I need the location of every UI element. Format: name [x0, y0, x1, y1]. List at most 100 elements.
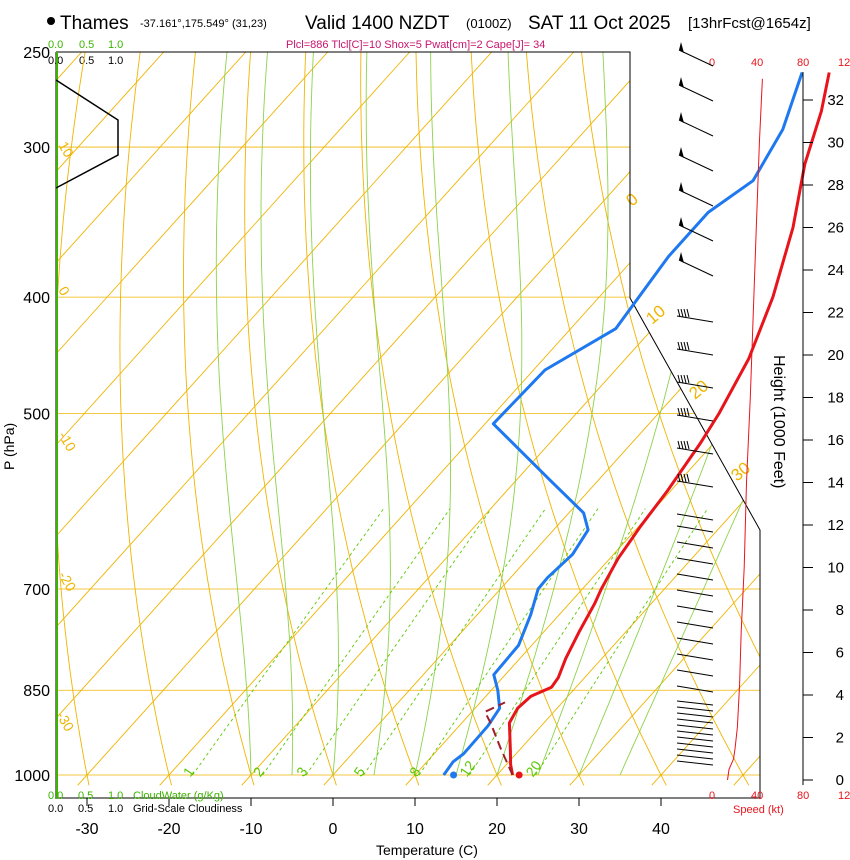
speed-tick: 80	[797, 790, 809, 802]
pressure-tick-label: 250	[23, 45, 50, 62]
wind-barb-flag	[679, 112, 684, 123]
height-axis-label: Height (1000 Feet)	[770, 355, 787, 488]
wind-barb-flag	[679, 42, 684, 53]
height-tick-label: 20	[827, 347, 844, 364]
top-scale-tick: 1.0	[108, 55, 123, 67]
wind-barb-feather	[683, 440, 687, 450]
mixing-ratio-label: 1	[180, 764, 198, 780]
isotherm-label: 0	[622, 189, 641, 210]
height-tick-label: 16	[827, 432, 844, 449]
height-tick-label: 0	[836, 772, 844, 789]
wind-barb	[676, 557, 714, 565]
speed-axis-top: 0 40 80 12	[709, 57, 850, 69]
surface-dewpoint-marker	[450, 771, 458, 779]
wind-barb-feather	[683, 374, 687, 384]
tropopause-curve	[55, 79, 119, 189]
dry-adiabat-line	[360, 52, 502, 786]
sounding-lines	[442, 72, 831, 776]
wind-speed-line	[727, 78, 763, 781]
wind-barb	[676, 348, 714, 356]
height-tick-label: 22	[827, 305, 844, 322]
wind-barb	[678, 119, 714, 137]
wind-barb-feather	[680, 374, 684, 384]
wind-barb-feather	[680, 308, 684, 318]
top-scale-tick: 0.0	[48, 39, 63, 51]
wind-barb	[676, 700, 714, 706]
height-tick-label: 24	[827, 262, 844, 279]
dewpoint-line	[442, 72, 804, 776]
isotherm-label: -10	[55, 429, 79, 455]
temperature-ticks: -30 -20 -10 0 10 20 30 40	[75, 798, 670, 838]
bottom-scale-tick: 1.0	[108, 790, 123, 802]
height-tick-label: 32	[827, 92, 844, 109]
wind-barb	[676, 724, 714, 730]
isotherm-line	[56, 52, 575, 786]
mixing-ratio-line	[192, 508, 385, 776]
isotherm-line	[569, 52, 760, 786]
isotherm-label: 10	[642, 301, 669, 328]
pressure-ticks: 250 300 400 500 700 850 1000	[14, 45, 50, 785]
dry-adiabat-line	[581, 52, 760, 786]
wind-barb	[678, 84, 714, 102]
temperature-tick-label: 20	[488, 821, 506, 838]
wind-barb-feather	[677, 440, 681, 450]
wind-barb	[676, 712, 714, 718]
dry-adiabat-line	[802, 52, 850, 785]
height-tick-label: 6	[836, 645, 844, 662]
dry-adiabat-line	[244, 52, 337, 786]
wind-barb-feather	[686, 308, 690, 318]
wind-barb-feather	[677, 308, 681, 318]
wind-barb	[676, 541, 714, 549]
height-tick-label: 4	[836, 687, 844, 704]
pressure-tick-label: 700	[23, 582, 50, 599]
dry-adiabat-line	[119, 52, 172, 786]
speed-axis-bottom: 0 40 80 12 Speed (kt)	[709, 790, 850, 816]
height-tick-label: 10	[827, 560, 844, 577]
temperature-tick-label: 40	[652, 821, 670, 838]
speed-axis-label: Speed (kt)	[733, 804, 784, 816]
isotherm-label: 10	[55, 139, 77, 161]
stability-indices: Plcl=886 Tlcl[C]=10 Shox=5 Pwat[cm]=2 Ca…	[286, 39, 545, 51]
temperature-tick-label: -20	[157, 821, 180, 838]
height-tick-label: 8	[836, 602, 844, 619]
mixing-ratio-label: 3	[293, 764, 311, 780]
wind-barb-feather	[686, 407, 690, 417]
isotherm-line	[56, 52, 493, 786]
isotherm-line	[651, 52, 760, 786]
height-tick-label: 30	[827, 135, 844, 152]
temperature-axis-label: Temperature (C)	[376, 842, 478, 858]
bottom-cloud-scale: 0.0 0.5 1.0 CloudWater (g/Kg) 0.0 0.5 1.…	[48, 790, 243, 815]
wind-barb	[676, 718, 714, 724]
temperature-tick-label: 10	[406, 821, 424, 838]
isotherm-line	[77, 52, 739, 786]
wind-barb	[676, 736, 714, 742]
isotherm-line	[487, 52, 760, 786]
mixing-ratio-line	[469, 508, 646, 776]
wind-barb-flag	[679, 182, 684, 193]
wind-barb	[676, 315, 714, 323]
wind-barb-feather	[686, 341, 690, 351]
plot-frame	[55, 51, 761, 799]
isotherm-line	[56, 52, 329, 786]
wind-barb-feather	[680, 407, 684, 417]
pressure-axis-label: P (hPa)	[1, 423, 17, 470]
temperature-tick-label: 0	[329, 821, 338, 838]
bottom-scale-tick: 0.0	[48, 790, 63, 802]
mixing-ratio-line	[535, 508, 708, 776]
pressure-tick-label: 400	[23, 290, 50, 307]
parcel-line	[483, 701, 514, 776]
speed-tick: 12	[838, 57, 850, 69]
moist-adiabat-line	[309, 52, 339, 776]
top-scale-tick: 1.0	[108, 39, 123, 51]
mixing-ratio-line	[305, 508, 492, 776]
isotherm-line	[56, 52, 247, 786]
wind-barb	[676, 637, 714, 645]
mixing-ratio-label: 8	[406, 764, 424, 780]
wind-barb-feather	[677, 374, 681, 384]
cloudwater-label: CloudWater (g/Kg)	[133, 790, 224, 802]
top-scale-tick: 0.5	[79, 39, 94, 51]
wind-barb-feather	[680, 473, 684, 483]
wind-barb	[676, 748, 714, 754]
speed-tick: 40	[751, 790, 763, 802]
wind-barb	[676, 754, 714, 760]
